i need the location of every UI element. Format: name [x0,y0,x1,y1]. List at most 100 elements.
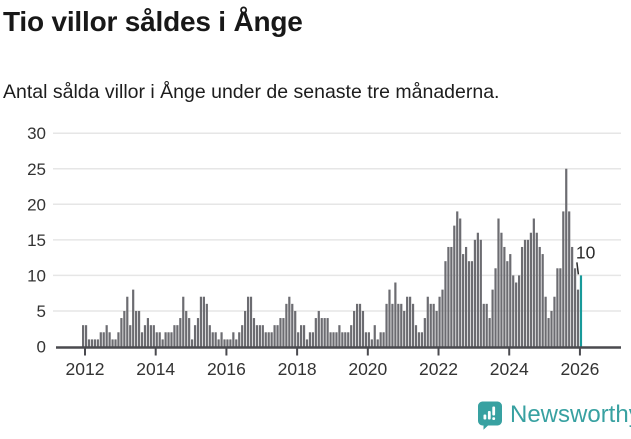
bar [191,339,194,347]
x-axis-label-2024: 2024 [490,359,529,379]
x-axis-label-2020: 2020 [348,359,387,379]
bar [135,310,138,347]
bar [388,289,391,347]
bar [450,246,453,347]
bar [249,296,253,347]
bar [111,339,114,347]
newsworthy-logo-icon [477,400,503,430]
bar [347,332,350,347]
bar [462,254,465,347]
bar [344,332,347,347]
bar [208,325,211,347]
bar [332,332,335,347]
bar [297,332,300,347]
bar [512,275,515,347]
bar [444,261,447,347]
bar [562,211,565,347]
bar [338,325,341,347]
bar [565,168,568,347]
bar [185,310,188,347]
bar [223,339,226,347]
bar [238,332,241,347]
newsworthy-branding: Newsworthy [477,400,631,430]
y-axis-label-15: 15 [27,231,46,250]
bar [509,254,512,347]
bar [220,332,223,347]
bar [87,339,91,347]
x-axis-label-2012: 2012 [66,359,105,379]
bar [423,318,426,347]
bar [170,332,173,347]
bar [550,310,553,347]
bar [84,325,88,347]
bar [350,325,353,347]
bar [400,303,403,347]
y-axis-label-30: 30 [27,124,46,143]
bar [406,296,409,347]
bar [353,310,356,347]
x-axis-label-2026: 2026 [560,359,599,379]
bar [470,261,474,347]
bar [152,325,155,347]
bar [276,325,279,347]
bar [246,296,250,347]
bar [214,332,217,347]
bar [453,225,456,347]
bar [341,332,344,347]
bar [411,303,415,347]
bar [506,261,509,347]
bar [155,332,158,347]
bar [82,325,85,347]
bar [137,310,141,347]
bar [370,339,373,347]
bar [235,339,238,347]
bar [317,310,320,347]
y-axis-label-20: 20 [27,195,46,214]
x-axis-label-2018: 2018 [278,359,317,379]
bar [140,332,144,347]
bar [285,303,288,347]
bar [129,325,132,347]
bar [167,332,170,347]
bar [414,325,418,347]
bar [573,268,577,347]
bar [417,332,421,347]
bar [108,332,111,347]
bar [476,232,479,347]
bar [288,296,291,347]
bar [173,325,176,347]
bar [409,296,412,347]
bar [314,318,317,347]
bar [294,310,297,347]
bar [497,218,500,347]
bar [364,332,368,347]
bar [302,325,306,347]
bar [232,332,235,347]
bar [300,325,303,347]
bar [467,261,471,347]
bar [358,303,362,347]
bar [311,332,314,347]
bar [429,303,432,347]
bar [158,332,161,347]
bar [441,289,444,347]
bar [367,332,370,347]
bar [261,325,264,347]
bar [182,296,185,347]
bar [491,289,494,347]
bar [244,310,247,347]
bar [541,254,544,347]
bar [305,339,309,347]
bar [196,318,200,347]
bar [149,325,152,347]
bar [526,239,530,347]
bar [202,296,205,347]
bar [479,239,482,347]
y-axis-label-5: 5 [37,302,46,321]
bar [556,268,559,347]
bar [258,325,261,347]
bar [264,332,267,347]
bar [420,332,423,347]
bar [464,246,468,347]
